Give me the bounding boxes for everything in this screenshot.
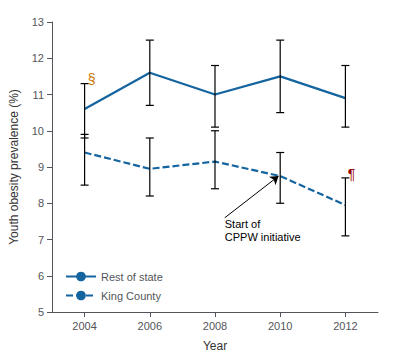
svg-text:7: 7 bbox=[38, 234, 44, 246]
svg-text:Start of: Start of bbox=[225, 218, 261, 230]
svg-text:13: 13 bbox=[32, 16, 44, 28]
svg-text:Rest of state: Rest of state bbox=[101, 271, 163, 283]
svg-text:12: 12 bbox=[32, 52, 44, 64]
svg-text:Youth obesity prevalence (%): Youth obesity prevalence (%) bbox=[7, 89, 21, 245]
svg-text:11: 11 bbox=[33, 89, 44, 101]
svg-text:Year: Year bbox=[203, 339, 227, 353]
svg-text:CPPW initiative: CPPW initiative bbox=[225, 231, 301, 243]
svg-text:8: 8 bbox=[38, 197, 44, 209]
svg-text:5: 5 bbox=[38, 306, 44, 318]
svg-text:6: 6 bbox=[38, 270, 44, 282]
svg-text:2006: 2006 bbox=[138, 320, 162, 332]
svg-text:2004: 2004 bbox=[72, 320, 96, 332]
svg-text:9: 9 bbox=[38, 161, 44, 173]
svg-text:King County: King County bbox=[101, 290, 161, 302]
svg-text:2012: 2012 bbox=[333, 320, 357, 332]
svg-text:§: § bbox=[88, 71, 96, 87]
svg-text:10: 10 bbox=[32, 125, 44, 137]
svg-text:2010: 2010 bbox=[268, 320, 292, 332]
svg-text:¶: ¶ bbox=[348, 166, 356, 182]
svg-text:2008: 2008 bbox=[203, 320, 227, 332]
